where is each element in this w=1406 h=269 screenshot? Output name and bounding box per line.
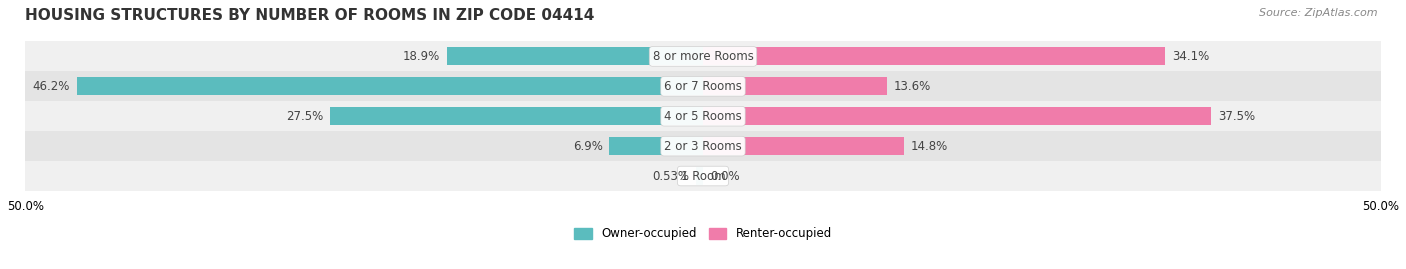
Text: 14.8%: 14.8% bbox=[910, 140, 948, 153]
Text: 8 or more Rooms: 8 or more Rooms bbox=[652, 50, 754, 63]
Bar bbox=[25, 131, 1381, 161]
Bar bbox=[25, 41, 1381, 71]
Bar bbox=[703, 107, 1211, 125]
Text: 6 or 7 Rooms: 6 or 7 Rooms bbox=[664, 80, 742, 93]
Bar bbox=[25, 71, 1381, 101]
Text: 1 Room: 1 Room bbox=[681, 169, 725, 183]
Text: 37.5%: 37.5% bbox=[1218, 110, 1256, 123]
Text: 2 or 3 Rooms: 2 or 3 Rooms bbox=[664, 140, 742, 153]
Text: 34.1%: 34.1% bbox=[1171, 50, 1209, 63]
Text: 4 or 5 Rooms: 4 or 5 Rooms bbox=[664, 110, 742, 123]
Text: HOUSING STRUCTURES BY NUMBER OF ROOMS IN ZIP CODE 04414: HOUSING STRUCTURES BY NUMBER OF ROOMS IN… bbox=[25, 8, 595, 23]
Text: 0.0%: 0.0% bbox=[710, 169, 740, 183]
Text: 1 Room: 1 Room bbox=[681, 169, 725, 183]
Bar bbox=[703, 77, 887, 95]
Text: 27.5%: 27.5% bbox=[287, 110, 323, 123]
Text: 6.9%: 6.9% bbox=[572, 140, 603, 153]
Bar bbox=[25, 161, 1381, 191]
Bar bbox=[447, 47, 703, 65]
Bar bbox=[696, 167, 703, 185]
Text: 0.53%: 0.53% bbox=[652, 169, 689, 183]
Text: 8 or more Rooms: 8 or more Rooms bbox=[652, 50, 754, 63]
Bar bbox=[609, 137, 703, 155]
Bar bbox=[703, 47, 1166, 65]
Text: 4 or 5 Rooms: 4 or 5 Rooms bbox=[664, 110, 742, 123]
Text: 6 or 7 Rooms: 6 or 7 Rooms bbox=[664, 80, 742, 93]
Text: 2 or 3 Rooms: 2 or 3 Rooms bbox=[664, 140, 742, 153]
Bar bbox=[330, 107, 703, 125]
Bar bbox=[25, 101, 1381, 131]
Text: Source: ZipAtlas.com: Source: ZipAtlas.com bbox=[1260, 8, 1378, 18]
Bar bbox=[77, 77, 703, 95]
Text: 46.2%: 46.2% bbox=[32, 80, 70, 93]
Legend: Owner-occupied, Renter-occupied: Owner-occupied, Renter-occupied bbox=[569, 222, 837, 245]
Text: 18.9%: 18.9% bbox=[404, 50, 440, 63]
Text: 13.6%: 13.6% bbox=[894, 80, 931, 93]
Bar bbox=[703, 137, 904, 155]
